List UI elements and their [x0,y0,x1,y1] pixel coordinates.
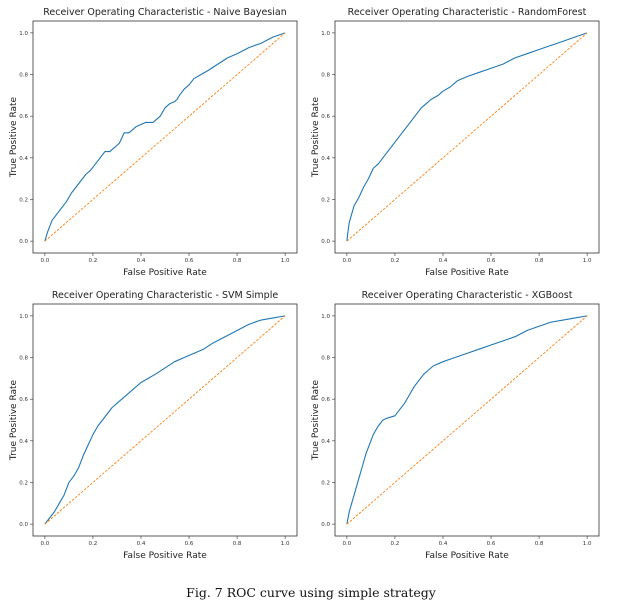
x-tick-label: 0.8 [535,541,544,547]
y-axis-label: True Positive Rate [311,96,321,178]
y-tick-label: 0.8 [19,73,28,79]
y-tick-label: 0.4 [321,439,330,445]
roc-curve-line [346,315,588,525]
y-tick-label: 0.8 [19,356,28,362]
x-tick-label: 0.0 [41,258,50,264]
x-tick-label: 0.8 [233,258,242,264]
x-tick-label: 0.4 [137,541,146,547]
chart-title: Receiver Operating Characteristic - Rand… [348,7,587,18]
x-tick-label: 0.4 [439,258,448,264]
y-tick-label: 0.2 [321,480,330,486]
y-axis-label: True Positive Rate [9,379,19,461]
x-tick-label: 1.0 [281,541,290,547]
x-tick-label: 1.0 [281,258,290,264]
y-tick-label: 0.0 [321,239,330,245]
y-tick-label: 0.8 [321,73,330,79]
roc-curve-line [44,315,286,525]
chart-title: Receiver Operating Characteristic - XGBo… [362,290,573,301]
x-tick-label: 0.4 [137,258,146,264]
x-tick-label: 1.0 [583,258,592,264]
chart-panel-4: Receiver Operating Characteristic - XGBo… [311,290,600,561]
plot-frame [334,303,600,537]
chance-diagonal-line [346,32,588,242]
plot-frame [32,20,298,254]
x-tick-label: 0.2 [89,258,98,264]
roc-curve-line [44,32,286,242]
y-tick-label: 0.6 [321,397,330,403]
x-tick-label: 0.6 [487,541,496,547]
chart-panel-1: Receiver Operating Characteristic - Naiv… [9,7,298,278]
y-tick-label: 1.0 [321,31,330,37]
roc-curve-line [346,32,588,242]
x-tick-label: 0.4 [439,541,448,547]
chart-panel-3: Receiver Operating Characteristic - SVM … [9,290,298,561]
y-tick-label: 0.4 [19,439,28,445]
x-tick-label: 0.6 [185,258,194,264]
y-tick-label: 0.0 [19,239,28,245]
y-tick-label: 1.0 [19,31,28,37]
y-tick-label: 0.6 [19,114,28,120]
x-tick-label: 0.2 [391,541,400,547]
x-tick-label: 0.0 [343,258,352,264]
x-axis-label: False Positive Rate [123,268,207,278]
plot-frame [334,20,600,254]
x-tick-label: 0.2 [89,541,98,547]
x-tick-label: 0.2 [391,258,400,264]
y-tick-label: 0.6 [321,114,330,120]
chart-panel-2: Receiver Operating Characteristic - Rand… [311,7,600,278]
figure-caption: Fig. 7 ROC curve using simple strategy [186,585,436,600]
y-tick-label: 0.2 [321,197,330,203]
x-tick-label: 0.0 [343,541,352,547]
y-tick-label: 0.8 [321,356,330,362]
y-tick-label: 0.6 [19,397,28,403]
x-tick-label: 0.6 [487,258,496,264]
y-tick-label: 0.0 [321,522,330,528]
x-tick-label: 1.0 [583,541,592,547]
x-tick-label: 0.0 [41,541,50,547]
x-axis-label: False Positive Rate [425,551,509,561]
chart-title: Receiver Operating Characteristic - Naiv… [43,7,286,18]
x-tick-label: 0.8 [535,258,544,264]
y-axis-label: True Positive Rate [9,96,19,178]
plot-frame [32,303,298,537]
x-tick-label: 0.8 [233,541,242,547]
chart-title: Receiver Operating Characteristic - SVM … [52,290,279,301]
chance-diagonal-line [346,315,588,525]
y-tick-label: 1.0 [19,314,28,320]
y-tick-label: 0.2 [19,197,28,203]
y-tick-label: 0.2 [19,480,28,486]
y-tick-label: 0.4 [19,156,28,162]
y-tick-label: 1.0 [321,314,330,320]
y-tick-label: 0.4 [321,156,330,162]
chance-diagonal-line [44,315,286,525]
x-axis-label: False Positive Rate [425,268,509,278]
chance-diagonal-line [44,32,286,242]
x-tick-label: 0.6 [185,541,194,547]
y-tick-label: 0.0 [19,522,28,528]
x-axis-label: False Positive Rate [123,551,207,561]
y-axis-label: True Positive Rate [311,379,321,461]
